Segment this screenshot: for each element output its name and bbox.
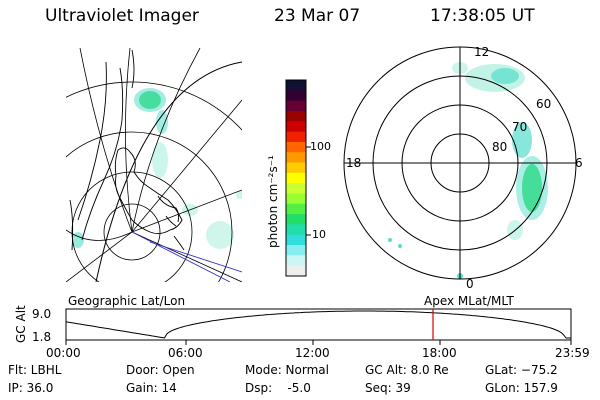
- info-glat: GLat: −75.2: [485, 363, 558, 377]
- altitude-plot: [65, 308, 572, 345]
- colorbar-cell: [286, 203, 306, 215]
- mlt-label-12: 12: [474, 45, 490, 59]
- alt-ytick-9: 9.0: [32, 307, 52, 321]
- info-mode: Mode: Normal: [245, 363, 329, 377]
- mlt-label-18: 18: [346, 156, 362, 170]
- colorbar-cell: [286, 245, 306, 256]
- right-map-caption: Apex MLat/MLT: [424, 294, 514, 308]
- alt-xtick-1800: 18:00: [422, 346, 457, 360]
- colorbar-tick-100: 100: [310, 140, 331, 153]
- mlat-label-60: 60: [536, 97, 552, 111]
- info-ip: IP: 36.0: [8, 381, 54, 395]
- mlt-label-0: 0: [466, 277, 474, 291]
- date-label: 23 Mar 07: [274, 6, 361, 26]
- colorbar-cell: [286, 131, 306, 143]
- info-seq: Seq: 39: [365, 381, 411, 395]
- mlt-label-6: 6: [575, 156, 583, 170]
- info-gain: Gain: 14: [126, 381, 177, 395]
- left-aurora: [72, 88, 242, 249]
- instrument-title: Ultraviolet Imager: [45, 6, 199, 26]
- colorbar-cell: [286, 141, 306, 153]
- info-gcalt: GC Alt: 8.0 Re: [365, 363, 449, 377]
- colorbar: [285, 79, 311, 277]
- colorbar-cell: [286, 100, 306, 112]
- colorbar-cell: [286, 90, 306, 102]
- mlat-label-80: 80: [492, 140, 508, 154]
- alt-xtick-2359: 23:59: [555, 346, 590, 360]
- alt-ytick-1-8: 1.8: [32, 330, 52, 344]
- time-label: 17:38:05 UT: [430, 6, 535, 26]
- colorbar-unit-label: photon cm⁻²s⁻¹: [266, 155, 280, 248]
- colorbar-cell: [286, 110, 306, 122]
- colorbar-cell: [286, 183, 306, 194]
- colorbar-cell: [286, 193, 306, 205]
- left-map-caption: Geographic Lat/Lon: [68, 294, 186, 308]
- colorbar-cell: [286, 214, 306, 225]
- right-aurora: [388, 62, 548, 279]
- colorbar-cell: [286, 121, 306, 133]
- info-door: Door: Open: [126, 363, 195, 377]
- colorbar-cell: [286, 152, 306, 164]
- info-dsp: Dsp: -5.0: [245, 381, 311, 395]
- colorbar-cell: [286, 224, 306, 236]
- geographic-map: [66, 48, 243, 283]
- info-flt: Flt: LBHL: [8, 363, 62, 377]
- colorbar-tick-10: 10: [312, 228, 326, 241]
- polar-mlat-mlt-map: [343, 46, 577, 280]
- alt-xtick-1200: 12:00: [295, 346, 330, 360]
- colorbar-cell: [286, 255, 306, 267]
- colorbar-cell: [286, 234, 306, 246]
- alt-ylabel: GC Alt: [14, 305, 28, 343]
- colorbar-cell: [286, 80, 306, 91]
- info-glon: GLon: 157.9: [485, 381, 558, 395]
- colorbar-cell: [286, 172, 306, 184]
- colorbar-cell: [286, 162, 306, 174]
- mlat-label-70: 70: [512, 120, 528, 134]
- alt-xtick-0600: 06:00: [168, 346, 203, 360]
- alt-xtick-0000: 00:00: [46, 346, 81, 360]
- colorbar-cell: [286, 265, 306, 277]
